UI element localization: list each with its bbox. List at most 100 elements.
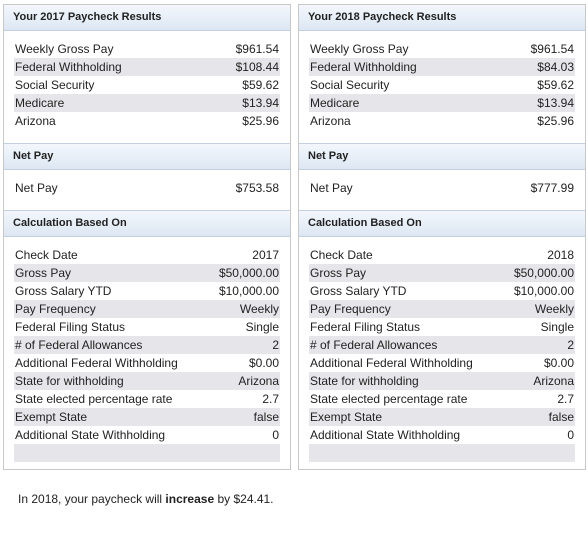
row: Medicare $13.94 <box>309 94 575 112</box>
section-title: Calculation Based On <box>299 210 585 237</box>
row-label: Pay Frequency <box>15 302 96 316</box>
section-body: Weekly Gross Pay $961.54 Federal Withholdi… <box>299 31 585 138</box>
row-value: Arizona <box>238 374 279 388</box>
row: Additional State Withholding 0 <box>309 426 575 444</box>
summary: In 2018, your paycheck will increase by … <box>18 492 274 506</box>
row-value: $753.58 <box>235 181 279 195</box>
row-label: Additional State Withholding <box>15 428 166 442</box>
row-value: false <box>253 410 279 424</box>
row-value: $10,000.00 <box>513 284 574 298</box>
row-label: Federal Filing Status <box>310 320 421 334</box>
row: Federal Withholding $108.44 <box>14 58 280 76</box>
row-value: Single <box>245 320 279 334</box>
row: Additional Federal Withholding $0.00 <box>309 354 575 372</box>
row-label: # of Federal Allowances <box>310 338 438 352</box>
row: Additional State Withholding 0 <box>14 426 280 444</box>
row-label: Gross Salary YTD <box>310 284 407 298</box>
row-label: Weekly Gross Pay <box>310 42 409 56</box>
section-title: Your 2018 Paycheck Results <box>299 5 585 31</box>
row-value: $25.96 <box>242 114 279 128</box>
row: Additional Federal Withholding $0.00 <box>14 354 280 372</box>
row-value: 2.7 <box>262 392 279 406</box>
row: Federal Filing Status Single <box>309 318 575 336</box>
row-label: Additional Federal Withholding <box>15 356 178 370</box>
row: Exempt State false <box>14 408 280 426</box>
row-value: $59.62 <box>537 78 574 92</box>
section-body: Net Pay $753.58 <box>4 170 290 205</box>
row-label: Federal Withholding <box>15 60 122 74</box>
row-label: Medicare <box>310 96 360 110</box>
row-label: # of Federal Allowances <box>15 338 143 352</box>
row: State for withholding Arizona <box>309 372 575 390</box>
row-value: $13.94 <box>242 96 279 110</box>
section: Calculation Based On Check Date 2017 Gross … <box>4 210 290 470</box>
row: Social Security $59.62 <box>309 76 575 94</box>
summary-emphasis: increase <box>165 492 215 506</box>
row-value: Weekly <box>534 302 574 316</box>
section-body: Check Date 2018 Gross Pay $50,000.00 Gross S… <box>299 237 585 470</box>
row: Pay Frequency Weekly <box>14 300 280 318</box>
row-label: Additional State Withholding <box>310 428 461 442</box>
row-value: Weekly <box>239 302 279 316</box>
row-value: 0 <box>567 428 574 442</box>
row-label: Arizona <box>310 114 351 128</box>
row-label: State elected percentage rate <box>310 392 468 406</box>
row: Federal Withholding $84.03 <box>309 58 575 76</box>
row-label: Additional Federal Withholding <box>310 356 473 370</box>
row-label: Check Date <box>15 248 78 262</box>
row: Arizona $25.96 <box>309 112 575 130</box>
section: Your 2018 Paycheck Results Weekly Gross P… <box>299 5 585 138</box>
row-value: false <box>548 410 574 424</box>
row-label: Exempt State <box>310 410 383 424</box>
row-label: State for withholding <box>15 374 124 388</box>
row-value: 2 <box>272 338 279 352</box>
row-label: Gross Pay <box>310 266 367 280</box>
row-value: $25.96 <box>537 114 574 128</box>
row-label: Weekly Gross Pay <box>15 42 114 56</box>
panel: Your 2018 Paycheck Results Weekly Gross P… <box>298 4 586 470</box>
row-label: State for withholding <box>310 374 419 388</box>
row: Social Security $59.62 <box>14 76 280 94</box>
row-value: $0.00 <box>248 356 279 370</box>
row-label: Social Security <box>310 78 390 92</box>
row: Gross Salary YTD $10,000.00 <box>309 282 575 300</box>
section-title: Your 2017 Paycheck Results <box>4 5 290 31</box>
row: Weekly Gross Pay $961.54 <box>14 40 280 58</box>
row-value: $59.62 <box>242 78 279 92</box>
row: State for withholding Arizona <box>14 372 280 390</box>
row-value: $961.54 <box>530 42 574 56</box>
row-label: Gross Pay <box>15 266 72 280</box>
row-value: 2018 <box>547 248 574 262</box>
row-value: $0.00 <box>543 356 574 370</box>
row-label: Net Pay <box>15 181 58 195</box>
row-value: Arizona <box>533 374 574 388</box>
row-label: Net Pay <box>310 181 353 195</box>
row: Net Pay $777.99 <box>309 179 575 197</box>
row-label: Social Security <box>15 78 95 92</box>
row-label: State elected percentage rate <box>15 392 173 406</box>
row-value: $10,000.00 <box>218 284 279 298</box>
summary-text: In 2018, your paycheck will <box>18 492 166 506</box>
row-value: $777.99 <box>530 181 574 195</box>
row-value: Single <box>540 320 574 334</box>
row: Medicare $13.94 <box>14 94 280 112</box>
row: Gross Pay $50,000.00 <box>14 264 280 282</box>
row-value: 2017 <box>252 248 279 262</box>
row-value: 0 <box>272 428 279 442</box>
summary-text: by $24.41. <box>214 492 274 506</box>
section-title: Net Pay <box>299 143 585 170</box>
row-value: $50,000.00 <box>218 266 279 280</box>
row: Check Date 2017 <box>14 246 280 264</box>
section: Your 2017 Paycheck Results Weekly Gross P… <box>4 5 290 138</box>
row: State elected percentage rate 2.7 <box>309 390 575 408</box>
row: Federal Filing Status Single <box>14 318 280 336</box>
empty-row <box>309 444 575 462</box>
row: Weekly Gross Pay $961.54 <box>309 40 575 58</box>
row: Exempt State false <box>309 408 575 426</box>
row: Check Date 2018 <box>309 246 575 264</box>
row-value: 2.7 <box>557 392 574 406</box>
section-title: Calculation Based On <box>4 210 290 237</box>
panel: Your 2017 Paycheck Results Weekly Gross P… <box>3 4 291 470</box>
row-label: Pay Frequency <box>310 302 391 316</box>
